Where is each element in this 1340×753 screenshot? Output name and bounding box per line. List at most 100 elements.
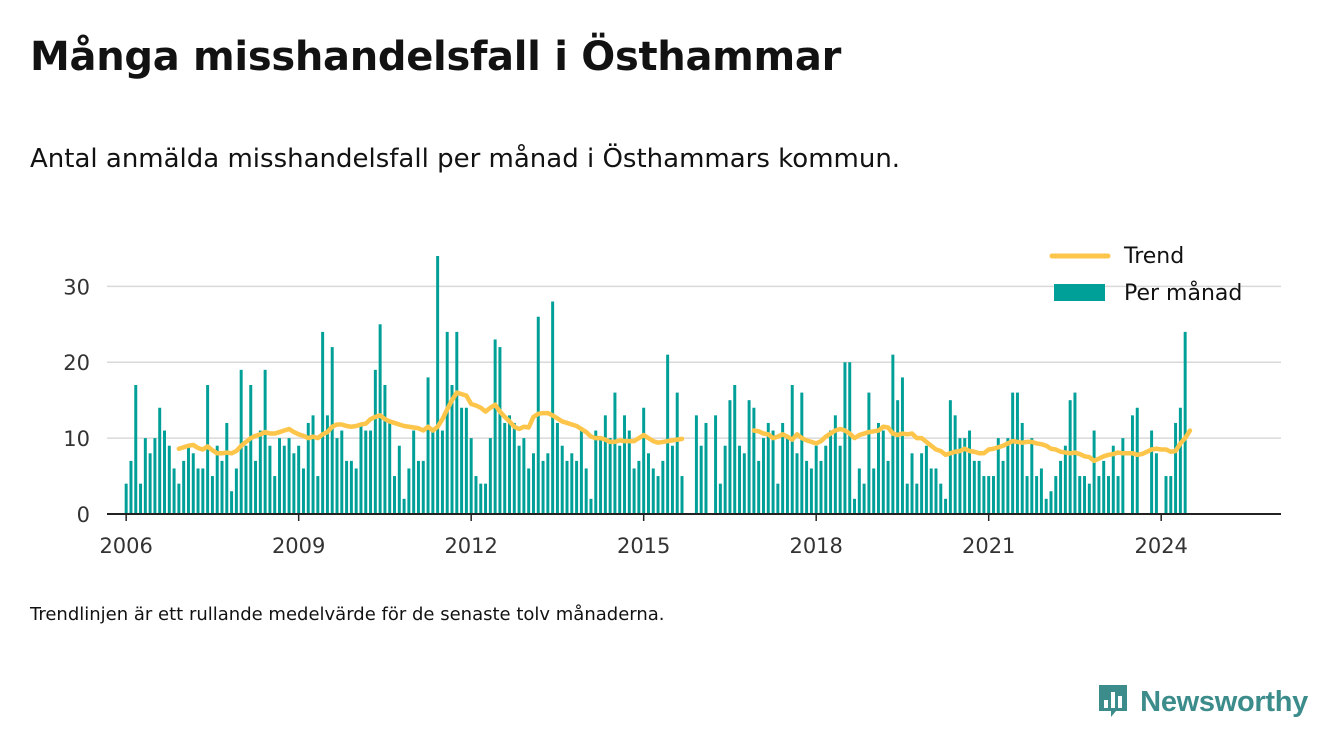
bar: [1054, 476, 1058, 514]
bar: [1087, 483, 1091, 514]
bar: [498, 347, 502, 514]
bar: [987, 476, 991, 514]
bar: [948, 400, 952, 514]
footnote: Trendlinjen är ett rullande medelvärde f…: [30, 604, 665, 625]
bar: [488, 438, 492, 514]
bar: [766, 422, 770, 514]
bar: [325, 415, 329, 514]
bar: [680, 476, 684, 514]
grid-lines: [107, 285, 1281, 439]
bar: [642, 407, 646, 514]
bar: [862, 483, 866, 514]
bar: [124, 483, 128, 514]
bar: [153, 438, 157, 514]
bar: [594, 430, 598, 514]
bar: [431, 430, 435, 514]
bar: [1135, 407, 1139, 514]
bar: [924, 445, 928, 514]
bar: [1102, 460, 1106, 514]
bar: [143, 438, 147, 514]
bar: [546, 453, 550, 514]
bar: [412, 430, 416, 514]
x-tick-label: 2018: [789, 534, 842, 558]
bar: [369, 430, 373, 514]
bar: [1150, 430, 1154, 514]
bar: [172, 468, 176, 514]
bar: [1044, 498, 1048, 514]
bar: [201, 468, 205, 514]
bar: [838, 445, 842, 514]
bar: [258, 430, 262, 514]
bar: [522, 438, 526, 514]
bar: [771, 430, 775, 514]
bar: [670, 445, 674, 514]
bar: [191, 453, 195, 514]
bar: [632, 468, 636, 514]
bar: [244, 445, 248, 514]
bar: [589, 498, 593, 514]
bar: [263, 369, 267, 514]
x-tick-label: 2024: [1134, 534, 1187, 558]
bar: [599, 438, 603, 514]
bar: [1130, 415, 1134, 514]
bar: [1049, 491, 1053, 514]
bar: [479, 483, 483, 514]
bar: [378, 324, 382, 514]
trend-line: [751, 424, 1193, 464]
bar: [833, 415, 837, 514]
bar: [551, 301, 555, 514]
bar: [220, 460, 224, 514]
y-tick-label: 30: [63, 275, 90, 299]
brand-logo[interactable]: Newsworthy: [1096, 682, 1308, 722]
chart: 2006 2009 2012 2015 2018 2021 2024 0 10 20 30 Tren…: [63, 244, 1281, 558]
bar: [1030, 438, 1034, 514]
bar: [436, 256, 440, 514]
x-tick-label: 2009: [272, 534, 325, 558]
bar: [800, 392, 804, 514]
bar: [718, 483, 722, 514]
bar: [393, 476, 396, 514]
bar: [762, 438, 765, 514]
bar: [829, 430, 833, 514]
bar: [330, 347, 334, 514]
bar: [1011, 392, 1015, 514]
bar: [963, 438, 967, 514]
bar: [421, 460, 425, 514]
bar: [819, 460, 823, 514]
bar: [349, 460, 353, 514]
bar: [239, 369, 243, 514]
bar: [292, 453, 296, 514]
bar: [268, 445, 272, 514]
bar: [857, 468, 861, 514]
bar: [397, 445, 401, 514]
bar: [474, 476, 478, 514]
bar: [306, 422, 310, 514]
bar: [675, 392, 679, 514]
bar: [182, 460, 186, 514]
bar: [321, 331, 325, 514]
bar: [603, 415, 607, 514]
bar: [508, 415, 511, 514]
bar: [340, 430, 344, 514]
bar: [694, 415, 698, 514]
bar: [661, 460, 665, 514]
bar: [853, 498, 857, 514]
bar: [920, 453, 924, 514]
bar: [445, 331, 449, 514]
bar: [1169, 476, 1173, 514]
bar: [254, 460, 258, 514]
bar: [541, 460, 545, 514]
x-tick-label: 2021: [962, 534, 1015, 558]
bar: [167, 445, 171, 514]
y-tick-label: 0: [77, 503, 90, 527]
bar: [555, 422, 559, 514]
bar: [364, 430, 368, 514]
y-tick-label: 10: [63, 427, 90, 451]
bar: [896, 400, 900, 514]
bar: [373, 369, 377, 514]
bar: [388, 422, 392, 514]
x-tick-label: 2012: [444, 534, 497, 558]
bar: [848, 362, 852, 514]
bar: [575, 460, 579, 514]
bar: [512, 422, 516, 514]
